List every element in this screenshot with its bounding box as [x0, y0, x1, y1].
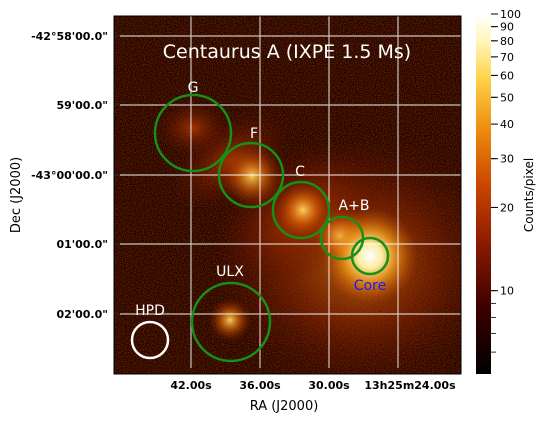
y-tick-label: -43°00'00.0" [31, 169, 108, 182]
plot-frame [113, 15, 462, 375]
colorbar-tick-label: 60 [500, 69, 514, 82]
colorbar [476, 14, 491, 374]
region-circle-f [217, 141, 285, 209]
y-tick-label: 01'00.0" [56, 238, 108, 251]
region-circle-ulx [190, 281, 272, 363]
region-circle-core [350, 236, 390, 276]
x-axis-label: RA (J2000) [250, 399, 319, 414]
colorbar-label: Counts/pixel [522, 158, 536, 232]
region-label-g: G [188, 80, 199, 96]
y-tick-label: 02'00.0" [56, 308, 108, 321]
x-axis: 42.00s 36.00s 30.00s 13h25m24.00s [170, 368, 456, 392]
y-tick-label: 59'00.0" [56, 99, 108, 112]
region-label-hpd: HPD [135, 303, 165, 319]
y-axis: -42°58'00.0" 59'00.0" -43°00'00.0" 01'00.0"… [31, 30, 120, 321]
region-circle-c [271, 180, 331, 240]
colorbar-tick-label: 30 [500, 153, 514, 166]
heatmap-image [114, 16, 461, 374]
colorbar-tick-label: 80 [500, 35, 514, 48]
region-label-core: Core [354, 278, 386, 294]
chart-title: Centaurus A (IXPE 1.5 Ms) [163, 41, 411, 63]
x-tick-label: 42.00s [170, 379, 212, 392]
region-label-ulx: ULX [216, 264, 244, 280]
region-circle-g [153, 93, 233, 173]
colorbar-tick-label: 100 [500, 8, 521, 21]
colorbar-tick-label: 70 [500, 51, 514, 64]
colorbar-tick-label: 10 [500, 285, 514, 298]
regions: G F C A+B Core ULX HPD [130, 80, 390, 363]
grid [114, 16, 461, 374]
region-label-c: C [295, 164, 305, 180]
x-tick-label: 13h25m24.00s [364, 379, 456, 392]
x-tick-label: 36.00s [239, 379, 281, 392]
y-axis-label: Dec (J2000) [9, 157, 24, 233]
region-label-f: F [250, 126, 258, 142]
region-circle-a-b [319, 215, 365, 261]
colorbar-tick-label: 50 [500, 91, 514, 104]
x-tick-label: 30.00s [308, 379, 350, 392]
colorbar-tick-label: 90 [500, 21, 514, 34]
colorbar-tick-label: 20 [500, 201, 514, 214]
y-tick-label: -42°58'00.0" [31, 30, 108, 43]
colorbar-tick-label: 40 [500, 118, 514, 131]
region-circle-hpd [130, 320, 170, 360]
region-label-a-b: A+B [339, 198, 370, 214]
